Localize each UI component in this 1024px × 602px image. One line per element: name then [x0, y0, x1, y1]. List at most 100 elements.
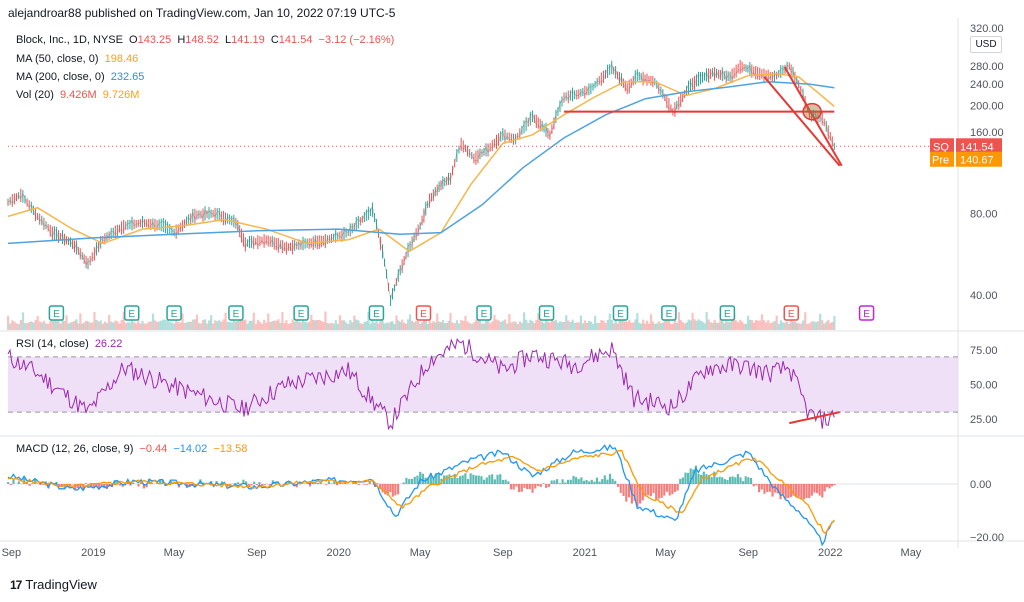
volume-legend[interactable]: Vol (20) 9.426M 9.726M [16, 89, 142, 101]
macd-histogram-bar [23, 477, 26, 484]
macd-histogram-bar [774, 484, 777, 493]
volume-bar [254, 323, 257, 330]
macd-histogram-bar [598, 481, 601, 484]
volume-bar [411, 320, 414, 330]
volume-bar [622, 314, 625, 330]
volume-bar [328, 323, 331, 330]
volume-bar [373, 322, 376, 330]
volume-bar [120, 320, 123, 330]
volume-bar [208, 320, 211, 330]
macd-histogram-bar [808, 484, 811, 499]
macd-histogram-bar [723, 479, 726, 484]
earnings-marker[interactable]: E [166, 305, 182, 321]
volume-bar [391, 321, 394, 330]
volume-bar [201, 320, 205, 330]
macd-histogram-bar [509, 484, 513, 490]
earnings-marker[interactable]: E [415, 305, 432, 321]
volume-bar [577, 322, 581, 330]
macd-histogram-bar [92, 484, 95, 489]
earnings-marker[interactable]: E [293, 305, 309, 321]
volume-bar [436, 313, 439, 330]
volume-bar [569, 321, 572, 330]
macd-histogram-bar [601, 479, 604, 484]
earnings-marker[interactable]: E [612, 305, 629, 321]
macd-histogram-bar [668, 484, 671, 496]
rsi-legend[interactable]: RSI (14, close) 26.22 [16, 338, 125, 350]
volume-bar [663, 315, 667, 330]
macd-histogram-bar [39, 484, 42, 485]
volume-bar [705, 312, 708, 330]
volume-bar [302, 319, 305, 330]
macd-histogram-bar [12, 479, 15, 484]
volume-bar [40, 322, 44, 330]
volume-bar [829, 323, 832, 330]
macd-histogram-bar [776, 484, 780, 494]
earnings-marker-box [783, 305, 800, 321]
volume-bar [814, 322, 818, 330]
volume-bar [781, 322, 785, 330]
earnings-marker[interactable]: E [719, 305, 736, 321]
macd-histogram-bar [747, 477, 750, 484]
volume-bar [271, 321, 274, 330]
volume-bar [441, 320, 445, 330]
volume-bar [149, 321, 153, 330]
volume-bar [462, 320, 465, 330]
volume-bar [655, 323, 658, 330]
earnings-marker[interactable]: E [858, 305, 875, 321]
pre-price-badge [956, 151, 1002, 167]
macd-legend[interactable]: MACD (12, 26, close, 9) −0.44 −14.02 −13… [16, 443, 250, 455]
volume-bar [667, 319, 671, 330]
volume-bar [181, 313, 184, 330]
earnings-marker-label: E [863, 309, 870, 320]
volume-bar [195, 314, 199, 330]
volume-bar [831, 321, 834, 330]
volume-bar [108, 315, 111, 330]
earnings-marker[interactable]: E [476, 305, 492, 321]
volume-bar [499, 321, 502, 330]
volume-bar [445, 322, 448, 330]
volume-bar [638, 322, 641, 330]
earnings-marker[interactable]: E [368, 305, 385, 321]
earnings-marker[interactable]: E [661, 305, 677, 321]
volume-bar [583, 320, 587, 330]
symbol-name[interactable]: Block, Inc., 1D, NYSE [16, 34, 123, 46]
macd-histogram-bar [116, 480, 119, 484]
ma200-legend[interactable]: MA (200, close, 0) 232.65 [16, 71, 147, 83]
macd-histogram-bar [384, 484, 387, 495]
macd-histogram-bar [810, 484, 813, 496]
earnings-marker-label: E [233, 309, 240, 320]
volume-bar [417, 321, 420, 330]
macd-histogram-bar [474, 475, 478, 484]
earnings-marker[interactable]: E [783, 305, 800, 321]
macd-histogram-bar [539, 484, 542, 487]
volume-bar [775, 315, 778, 330]
volume-bar [332, 323, 335, 330]
time-tick-label: May [410, 547, 431, 559]
volume-bar [304, 321, 307, 330]
macd-histogram-bar [744, 476, 747, 484]
earnings-marker[interactable]: E [123, 305, 140, 321]
earnings-marker[interactable]: E [228, 305, 244, 321]
tradingview-footer[interactable]: 17 TradingView [10, 577, 97, 592]
ma50-legend[interactable]: MA (50, close, 0) 198.46 [16, 53, 141, 65]
volume-bar [277, 319, 280, 330]
volume-bar [393, 323, 396, 330]
macd-histogram-bar [572, 475, 575, 484]
volume-bar [518, 321, 522, 330]
macd-histogram-bar [707, 475, 711, 484]
macd-histogram-bar [381, 484, 384, 493]
earnings-marker[interactable]: E [538, 305, 555, 321]
volume-bar [560, 322, 564, 330]
currency-button[interactable]: USD [970, 36, 1002, 53]
macd-histogram-bar [561, 479, 564, 484]
volume-bar [99, 320, 102, 330]
macd-histogram-bar [472, 474, 475, 484]
macd-histogram-bar [386, 484, 389, 496]
earnings-marker[interactable]: E [48, 305, 65, 321]
volume-bar [330, 322, 333, 330]
time-tick-label: 2020 [327, 547, 351, 559]
volume-bar [114, 320, 117, 330]
volume-bar [11, 320, 14, 330]
volume-bar [620, 320, 623, 330]
